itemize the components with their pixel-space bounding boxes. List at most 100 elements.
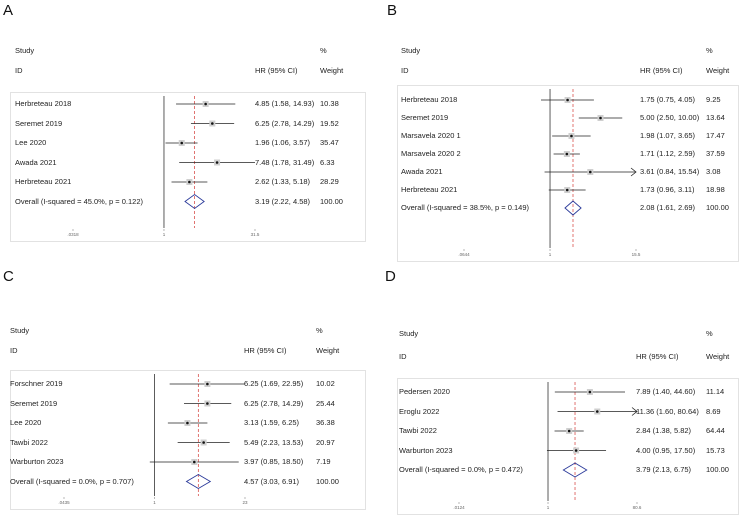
overall-hr-ci-text: 3.19 (2.22, 4.58) (255, 196, 311, 206)
axis-tick-label: .0644 (458, 252, 470, 257)
header-weight: Weight (320, 66, 344, 75)
study-label: Lee 2020 (15, 138, 47, 147)
study-label: Seremet 2019 (401, 113, 449, 122)
header-pct: % (706, 329, 713, 338)
plot-area (10, 370, 366, 510)
weight-value: 25.44 (316, 398, 335, 408)
weight-value: 3.08 (706, 167, 721, 176)
hr-ci-text: 5.00 (2.50, 10.00) (640, 113, 700, 122)
hr-ci-text: 4.85 (1.58, 14.93) (255, 99, 315, 108)
header-pct: % (316, 326, 323, 335)
plot-area (397, 378, 739, 515)
weight-value: 9.25 (706, 95, 721, 104)
overall-label: Overall (I-squared = 45.0%, p = 0.122) (15, 196, 143, 206)
point-estimate (206, 382, 209, 386)
header-weight: Weight (706, 66, 730, 75)
study-label: Forschner 2019 (10, 379, 63, 388)
weight-value: 35.47 (320, 138, 339, 147)
overall-hr-ci-text: 3.79 (2.13, 6.75) (636, 465, 692, 474)
point-estimate (567, 429, 571, 433)
header-study: Study (401, 46, 421, 55)
point-estimate (202, 441, 205, 444)
header-id: ID (401, 66, 409, 75)
weight-value: 10.02 (316, 379, 335, 388)
axis-tick-label: .0124 (453, 505, 465, 510)
header-id: ID (399, 352, 407, 361)
plot-area (10, 92, 366, 242)
header-id: ID (10, 346, 18, 355)
study-label: Eroglu 2022 (399, 406, 440, 416)
panel-letter: D (385, 268, 396, 285)
axis-tick-label: .0318 (67, 232, 79, 237)
point-estimate (188, 180, 191, 184)
study-label: Tawbi 2022 (399, 426, 437, 435)
weight-value: 18.98 (706, 185, 725, 194)
study-label: Seremet 2019 (10, 398, 58, 408)
overall-label: Overall (I-squared = 0.0%, p = 0.472) (399, 465, 523, 474)
hr-ci-text: 1.73 (0.96, 3.11) (640, 185, 695, 194)
panel-letter: A (3, 2, 14, 19)
header-hr-ci: HR (95% CI) (244, 346, 287, 355)
ci-arrow (631, 407, 638, 416)
overall-diamond (564, 200, 582, 216)
hr-ci-text: 3.13 (1.59, 6.25) (244, 418, 300, 427)
weight-value: 11.14 (706, 387, 725, 396)
axis-tick-label: 1 (163, 232, 166, 237)
point-estimate (570, 134, 573, 138)
study-label: Marsavela 2020 1 (401, 131, 461, 140)
point-estimate (206, 402, 209, 405)
header-study: Study (399, 329, 419, 338)
weight-value: 17.47 (706, 131, 725, 140)
weight-value: 13.64 (706, 113, 725, 122)
study-label: Lee 2020 (10, 418, 42, 427)
study-label: Pedersen 2020 (399, 387, 450, 396)
overall-label: Overall (I-squared = 0.0%, p = 0.707) (10, 476, 134, 486)
hr-ci-text: 7.89 (1.40, 44.60) (636, 387, 696, 396)
study-label: Herbreteau 2021 (15, 177, 72, 186)
point-estimate (599, 116, 602, 120)
overall-diamond (562, 462, 588, 478)
overall-diamond (185, 473, 212, 490)
axis-tick-label: 1 (547, 505, 550, 510)
overall-hr-ci-text: 4.57 (3.03, 6.91) (244, 476, 300, 486)
hr-ci-text: 6.25 (2.78, 14.29) (255, 118, 315, 128)
axis-tick-label: 1 (153, 500, 156, 505)
hr-ci-text: 1.75 (0.75, 4.05) (640, 95, 696, 104)
header-weight: Weight (316, 346, 340, 355)
point-estimate (204, 102, 207, 106)
header-study: Study (10, 326, 30, 335)
point-estimate (565, 152, 569, 156)
study-label: Awada 2021 (15, 157, 57, 167)
point-estimate (211, 122, 214, 125)
point-estimate (192, 460, 196, 464)
weight-value: 36.38 (316, 418, 335, 427)
hr-ci-text: 1.71 (1.12, 2.59) (640, 149, 696, 158)
weight-value: 19.52 (320, 118, 339, 128)
point-estimate (566, 98, 569, 102)
overall-weight: 100.00 (316, 476, 339, 486)
weight-value: 6.33 (320, 157, 335, 167)
hr-ci-text: 4.00 (0.95, 17.50) (636, 445, 696, 455)
weight-value: 8.69 (706, 406, 721, 416)
point-estimate (215, 161, 219, 164)
hr-ci-text: 2.84 (1.38, 5.82) (636, 426, 692, 435)
overall-hr-ci-text: 2.08 (1.61, 2.69) (640, 203, 696, 212)
weight-value: 28.29 (320, 177, 339, 186)
hr-ci-text: 6.25 (1.69, 22.95) (244, 379, 304, 388)
header-hr-ci: HR (95% CI) (255, 66, 298, 75)
study-label: Warburton 2023 (10, 457, 64, 466)
hr-ci-text: 1.98 (1.07, 3.65) (640, 131, 696, 140)
header-id: ID (15, 66, 23, 75)
panel-letter: C (3, 268, 14, 285)
hr-ci-text: 6.25 (2.78, 14.29) (244, 398, 304, 408)
study-label: Herbreteau 2018 (401, 95, 458, 104)
point-estimate (565, 188, 569, 192)
axis-tick-label: 80.6 (633, 505, 642, 510)
plot-area (397, 85, 739, 262)
hr-ci-text: 1.96 (1.06, 3.57) (255, 138, 311, 147)
study-label: Herbreteau 2018 (15, 99, 72, 108)
header-hr-ci: HR (95% CI) (640, 66, 683, 75)
overall-weight: 100.00 (320, 196, 343, 206)
header-weight: Weight (706, 352, 730, 361)
